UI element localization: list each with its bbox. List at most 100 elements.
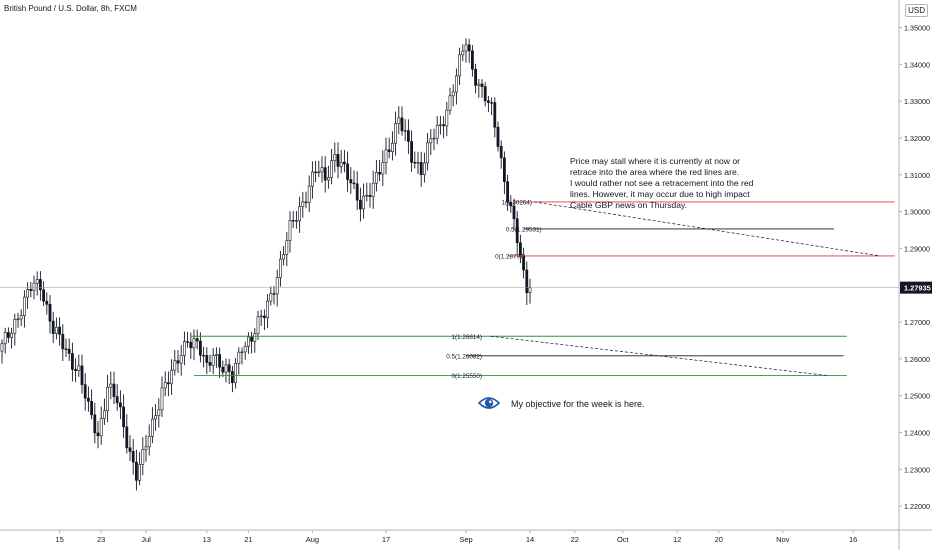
candle-body bbox=[0, 343, 4, 352]
candle-body bbox=[400, 117, 404, 132]
candle-body bbox=[195, 338, 199, 342]
price-tick-label: 1.33000 bbox=[904, 97, 930, 106]
candle-body bbox=[467, 44, 471, 52]
candle-body bbox=[51, 320, 55, 334]
candle-body bbox=[416, 162, 420, 164]
candle-body bbox=[368, 195, 372, 197]
candle-body bbox=[483, 86, 487, 102]
candle-body bbox=[346, 163, 350, 180]
time-tick-label: Aug bbox=[306, 535, 319, 544]
candle-body bbox=[310, 171, 314, 187]
candle-body bbox=[378, 172, 382, 175]
candle-body bbox=[7, 332, 10, 338]
lower-fib-trend-dashed bbox=[490, 335, 827, 376]
candle-body bbox=[103, 410, 106, 419]
candle-body bbox=[240, 351, 244, 354]
candle-body bbox=[304, 201, 308, 204]
candle-body bbox=[42, 289, 46, 302]
fib-level-label: 0(1.28797) bbox=[495, 253, 525, 260]
price-tick-label: 1.31000 bbox=[904, 171, 930, 180]
candle-body bbox=[54, 326, 58, 334]
candle-body bbox=[301, 201, 305, 207]
candle-body bbox=[147, 436, 151, 448]
candles-group bbox=[0, 38, 532, 491]
candle-body bbox=[250, 336, 254, 342]
candle-body bbox=[58, 326, 62, 335]
candle-body bbox=[253, 333, 257, 342]
upper-fib-trend-dashed bbox=[533, 201, 880, 257]
candle-body bbox=[342, 161, 346, 165]
candle-body bbox=[339, 161, 343, 167]
fib-level-label: 0.5(1.29531) bbox=[506, 226, 542, 233]
candle-body bbox=[243, 346, 247, 353]
candle-body bbox=[231, 371, 234, 384]
candle-body bbox=[109, 383, 113, 388]
price-tick-label: 1.24000 bbox=[904, 428, 930, 437]
price-tick-label: 1.23000 bbox=[904, 465, 930, 474]
candle-body bbox=[272, 293, 276, 295]
candle-body bbox=[115, 396, 119, 404]
candle-body bbox=[35, 279, 39, 284]
candle-body bbox=[429, 138, 433, 144]
candle-body bbox=[13, 319, 17, 334]
candle-body bbox=[179, 355, 183, 364]
candle-body bbox=[151, 418, 154, 437]
candle-body bbox=[48, 304, 52, 322]
candle-body bbox=[390, 142, 394, 152]
candle-body bbox=[266, 300, 270, 318]
eye-icon bbox=[478, 397, 500, 409]
candle-body bbox=[87, 397, 90, 402]
candle-body bbox=[205, 355, 209, 363]
note-line: retrace into the area where the red line… bbox=[570, 167, 740, 177]
candle-body bbox=[426, 142, 430, 164]
candle-body bbox=[330, 160, 334, 178]
candle-body bbox=[480, 83, 484, 87]
candle-body bbox=[202, 354, 206, 357]
candle-body bbox=[403, 130, 407, 132]
candle-body bbox=[384, 149, 388, 163]
candle-body bbox=[496, 126, 500, 147]
candle-body bbox=[218, 354, 222, 368]
candle-body bbox=[422, 162, 426, 175]
fib-level-label: 0(1.25550) bbox=[452, 373, 482, 380]
currency-badge[interactable]: USD bbox=[905, 4, 928, 17]
candle-body bbox=[432, 137, 436, 140]
candle-body bbox=[211, 355, 215, 366]
last-price-label-bg bbox=[900, 281, 932, 294]
candle-body bbox=[215, 354, 218, 356]
candle-body bbox=[493, 102, 497, 128]
candle-body bbox=[61, 334, 65, 350]
candle-body bbox=[397, 117, 401, 124]
candle-body bbox=[358, 199, 362, 210]
candle-body bbox=[445, 109, 449, 127]
candle-body bbox=[448, 95, 452, 111]
time-tick-label: 16 bbox=[849, 535, 857, 544]
time-tick-label: Jul bbox=[141, 535, 151, 544]
candle-body bbox=[106, 386, 110, 412]
candle-body bbox=[275, 277, 279, 295]
candle-body bbox=[96, 432, 100, 437]
candle-body bbox=[167, 382, 170, 385]
price-tick-label: 1.25000 bbox=[904, 392, 930, 401]
candle-body bbox=[336, 154, 340, 167]
analysis-note: Price may stall where it is currently at… bbox=[570, 156, 765, 211]
candle-body bbox=[128, 447, 132, 452]
candle-body bbox=[413, 162, 417, 164]
candle-body bbox=[234, 362, 238, 384]
candle-body bbox=[71, 353, 74, 370]
candle-body bbox=[189, 341, 193, 349]
candle-body bbox=[438, 124, 442, 126]
note-line: I would rather not see a retracement int… bbox=[570, 178, 754, 188]
symbol-title: British Pound / U.S. Dollar, 8h, FXCM bbox=[4, 4, 137, 13]
candle-body bbox=[435, 125, 439, 139]
candle-body bbox=[199, 340, 202, 356]
candle-body bbox=[352, 182, 356, 185]
candle-body bbox=[208, 362, 212, 366]
time-tick-label: Sep bbox=[459, 535, 472, 544]
candle-body bbox=[333, 154, 337, 161]
candle-body bbox=[458, 54, 462, 77]
candle-body bbox=[10, 332, 14, 338]
candle-body bbox=[224, 364, 228, 373]
